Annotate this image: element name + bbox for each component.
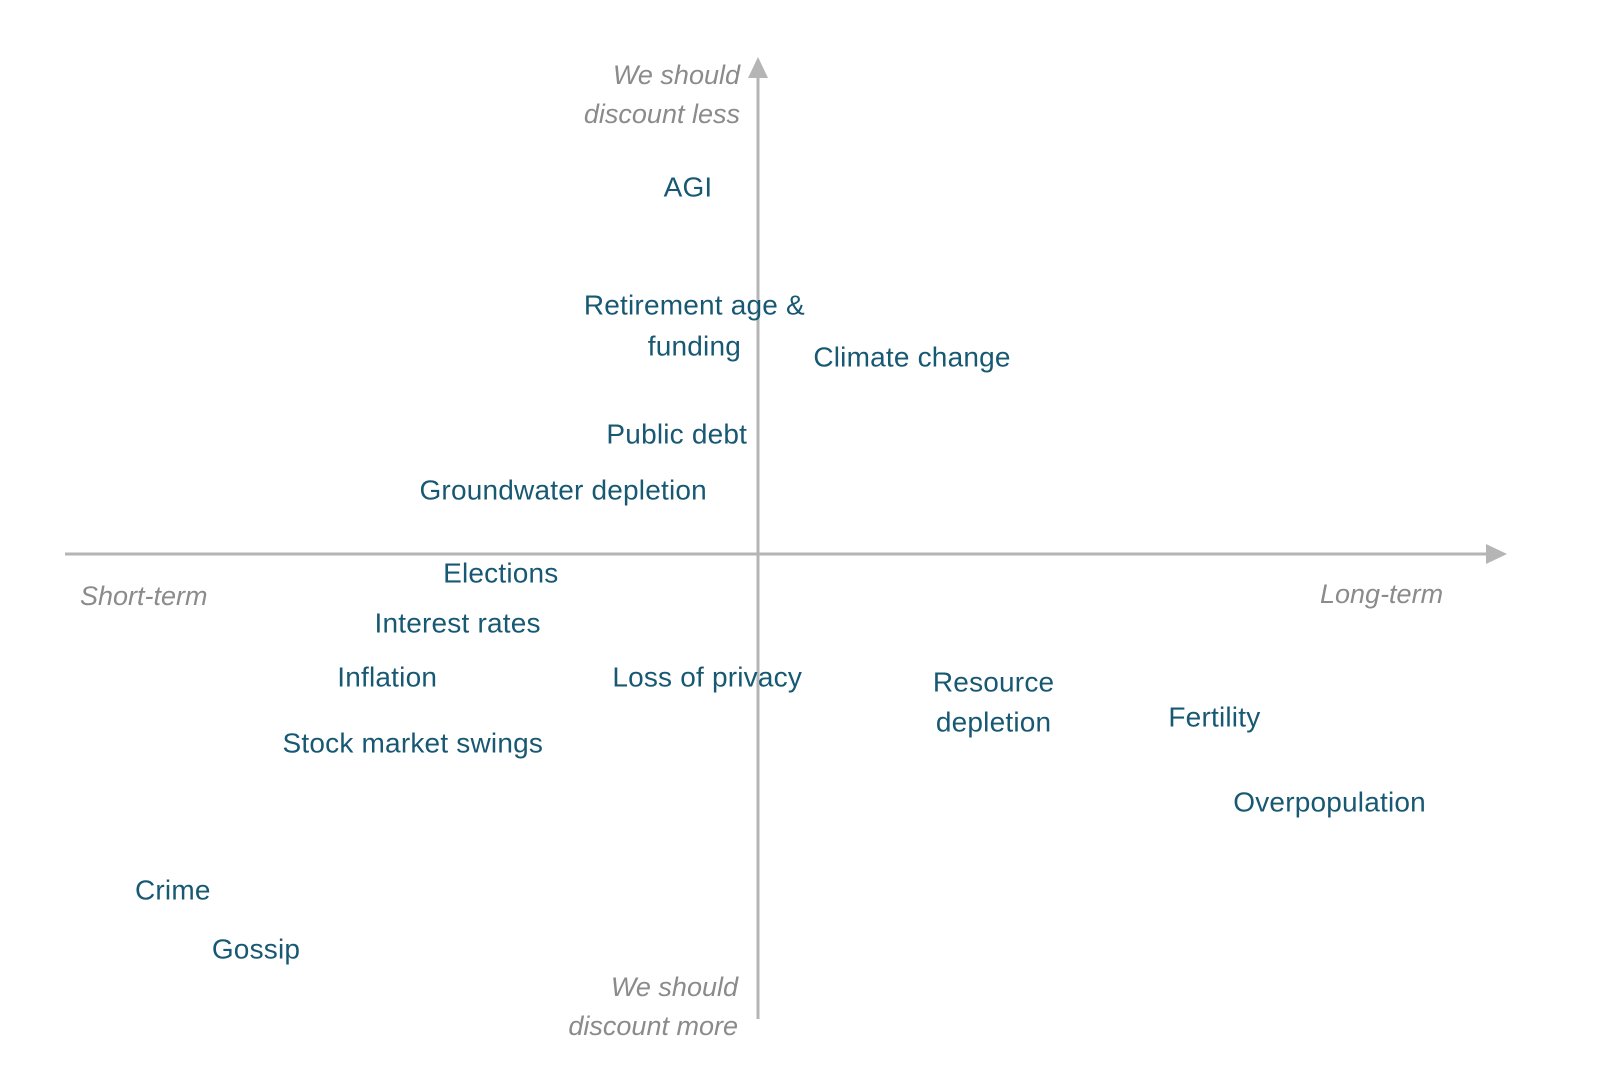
- point-label-public-debt: Public debt: [606, 418, 748, 450]
- y-axis-arrowhead: [748, 57, 768, 78]
- point-label-resource-depletion: Resource depletion: [932, 666, 1055, 738]
- x-axis-left-label: Short-term: [80, 581, 208, 611]
- point-label-overpopulation: Overpopulation: [1233, 786, 1426, 818]
- point-label-loss-of-privacy: Loss of privacy: [612, 661, 803, 693]
- x-axis-arrowhead: [1486, 544, 1507, 564]
- point-label-climate-change: Climate change: [813, 342, 1011, 374]
- point-label-groundwater-depletion: Groundwater depletion: [419, 475, 707, 507]
- y-axis-bottom-label: We should discount more: [568, 972, 738, 1042]
- point-label-stock-market-swings: Stock market swings: [282, 727, 544, 759]
- point-label-retirement-age-funding: Retirement age & funding: [583, 289, 805, 362]
- point-label-elections: Elections: [443, 557, 559, 589]
- x-axis-right-label: Long-term: [1320, 579, 1444, 609]
- point-label-crime: Crime: [134, 874, 211, 906]
- point-label-inflation: Inflation: [337, 661, 438, 693]
- point-label-gossip: Gossip: [211, 933, 301, 965]
- point-label-fertility: Fertility: [1168, 701, 1261, 733]
- point-label-agi: AGI: [663, 171, 713, 203]
- point-label-interest-rates: Interest rates: [374, 608, 541, 640]
- y-axis-top-label: We should discount less: [583, 60, 740, 130]
